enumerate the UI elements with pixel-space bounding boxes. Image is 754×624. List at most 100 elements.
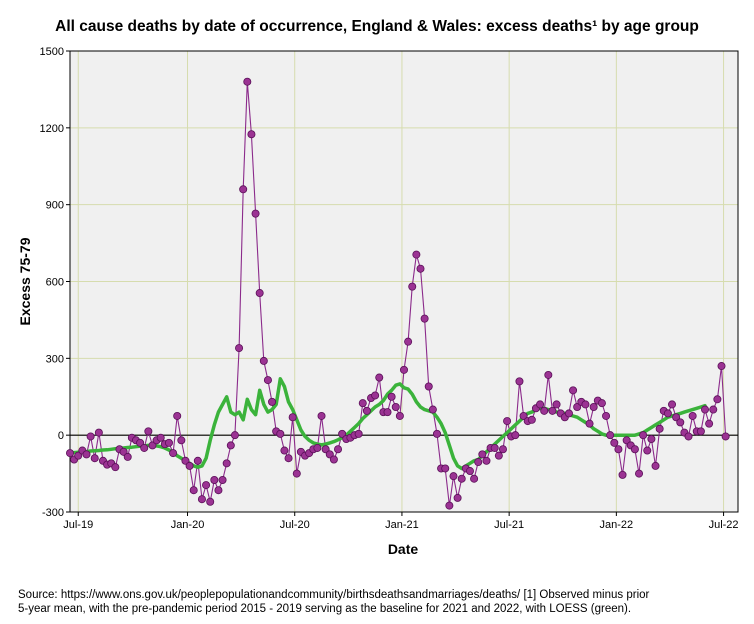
data-point: [144, 427, 153, 436]
data-point: [247, 130, 256, 139]
data-point: [136, 438, 145, 447]
data-point: [86, 432, 95, 441]
data-point: [503, 417, 512, 426]
x-tick-label: Jul-21: [494, 519, 524, 531]
data-point: [540, 406, 549, 415]
data-point: [457, 474, 466, 483]
data-point: [387, 392, 396, 401]
footnote-line-1: Source: https://www.ons.gov.uk/peoplepop…: [18, 589, 650, 601]
data-point: [453, 493, 462, 502]
data-point: [334, 445, 343, 454]
data-point: [399, 365, 408, 374]
data-point: [202, 481, 211, 490]
data-point: [717, 362, 726, 371]
data-point: [94, 428, 103, 437]
data-point: [490, 443, 499, 452]
data-point: [696, 427, 705, 436]
data-point: [239, 185, 248, 194]
y-axis-title: Excess 75-79: [17, 237, 33, 325]
chart-title: All cause deaths by date of occurrence, …: [55, 18, 699, 35]
x-axis-title: Date: [388, 541, 419, 557]
data-point: [329, 455, 338, 464]
data-point: [164, 438, 173, 447]
data-point: [573, 402, 582, 411]
data-point: [676, 418, 685, 427]
data-point: [614, 445, 623, 454]
y-tick-label: 1500: [40, 46, 64, 58]
data-point: [474, 458, 483, 467]
data-point: [655, 424, 664, 433]
data-point: [441, 464, 450, 473]
data-point: [581, 400, 590, 409]
data-point: [111, 463, 120, 472]
data-point: [412, 250, 421, 259]
x-tick-label: Jul-20: [280, 519, 310, 531]
data-point: [317, 411, 326, 420]
data-point: [268, 397, 277, 406]
data-point: [189, 486, 198, 495]
data-point: [280, 446, 289, 455]
x-tick-label: Jan-20: [171, 519, 205, 531]
data-point: [424, 382, 433, 391]
data-point: [148, 441, 157, 450]
data-point: [688, 411, 697, 420]
data-point: [494, 451, 503, 460]
data-point: [630, 445, 639, 454]
data-point: [288, 413, 297, 422]
data-point: [606, 431, 615, 440]
y-tick-label: 1200: [40, 123, 64, 135]
data-point: [511, 431, 520, 440]
data-point: [358, 399, 367, 408]
data-point: [123, 452, 132, 461]
data-point: [515, 377, 524, 386]
data-point: [470, 474, 479, 483]
data-point: [432, 429, 441, 438]
data-point: [465, 467, 474, 476]
footnote-line-2: 5-year mean, with the pre-pandemic perio…: [18, 603, 632, 615]
data-point: [375, 373, 384, 382]
data-point: [66, 449, 75, 458]
data-point: [701, 405, 710, 414]
data-point: [169, 449, 178, 458]
data-point: [90, 454, 99, 463]
data-point: [210, 475, 219, 484]
data-point: [235, 344, 244, 353]
data-point: [156, 433, 165, 442]
data-point: [428, 405, 437, 414]
data-point: [185, 461, 194, 470]
data-point: [684, 432, 693, 441]
data-point: [292, 469, 301, 478]
data-point: [197, 495, 206, 504]
source-footnote: Source: https://www.ons.gov.uk/peoplepop…: [18, 588, 748, 616]
data-point: [338, 429, 347, 438]
data-point: [668, 400, 677, 409]
data-point: [173, 411, 182, 420]
data-point: [74, 451, 83, 460]
data-point: [602, 411, 611, 420]
data-point: [519, 411, 528, 420]
data-point: [325, 450, 334, 459]
data-point: [251, 209, 260, 218]
data-point: [618, 470, 627, 479]
data-point: [404, 337, 413, 346]
data-point: [255, 289, 264, 298]
data-point: [622, 436, 631, 445]
data-point: [371, 391, 380, 400]
data-point: [226, 441, 235, 450]
data-point: [276, 429, 285, 438]
data-point: [569, 386, 578, 395]
data-point: [709, 405, 718, 414]
data-point: [263, 376, 272, 385]
data-point: [449, 472, 458, 481]
data-point: [284, 454, 293, 463]
data-point: [383, 408, 392, 417]
data-point: [230, 431, 239, 440]
data-point: [651, 461, 660, 470]
x-tick-label: Jul-19: [63, 519, 93, 531]
data-point: [536, 400, 545, 409]
data-point: [672, 413, 681, 422]
y-tick-label: 0: [58, 430, 64, 442]
x-tick-label: Jul-22: [709, 519, 739, 531]
x-tick-label: Jan-21: [385, 519, 419, 531]
